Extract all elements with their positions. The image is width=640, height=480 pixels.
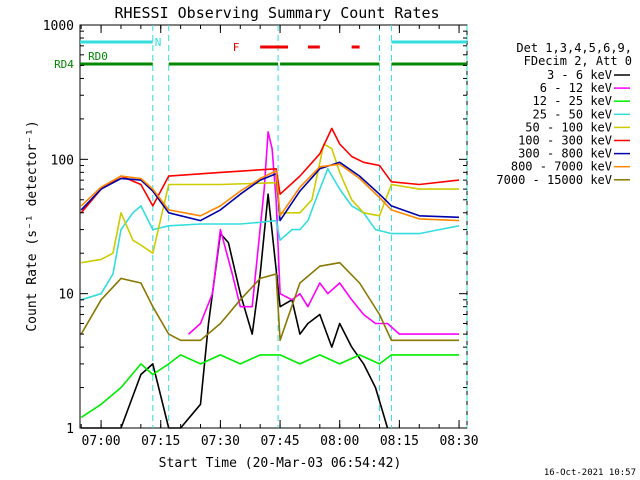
series-line-4 — [81, 143, 459, 264]
flag-label-rd0: RD0 — [88, 50, 108, 63]
flag-label-n: N — [155, 36, 162, 49]
x-tick-label: 08:30 — [439, 434, 478, 449]
legend-label: 25 - 50 keV — [533, 107, 612, 121]
legend-label: 6 - 12 keV — [540, 81, 612, 95]
legend-label: 12 - 25 keV — [533, 94, 612, 108]
chart-title: RHESSI Observing Summary Count Rates — [114, 4, 439, 22]
timestamp: 16-Oct-2021 10:57 — [544, 468, 636, 478]
y-tick-label: 1000 — [43, 19, 74, 34]
x-axis: 07:00 07:15 07:30 07:45 08:00 08:15 08:30 — [80, 25, 479, 449]
x-tick-label: 08:15 — [380, 434, 419, 449]
y-axis-label: Count Rate (s⁻¹ detector⁻¹) — [25, 120, 40, 331]
x-tick-label: 07:30 — [201, 434, 240, 449]
series-line-3 — [80, 168, 460, 301]
legend: Det 1,3,4,5,6,9, FDecim 2, Att 0 3 - 6 k… — [496, 41, 632, 187]
y-tick-label: 10 — [58, 288, 74, 303]
series-line-7 — [80, 163, 460, 222]
x-tick-label: 08:00 — [320, 434, 359, 449]
series-line-6 — [80, 161, 460, 222]
series-lines — [80, 127, 460, 429]
legend-label: 100 - 300 keV — [518, 134, 612, 148]
y-axis: 1 10 100 1000 RD4 — [43, 19, 467, 437]
series-line-2 — [80, 354, 459, 419]
flag-bars: N F RD0 — [80, 36, 467, 66]
series-line-0 — [81, 193, 389, 429]
legend-label: 300 - 800 keV — [518, 147, 612, 161]
legend-label: 800 - 7000 keV — [511, 160, 612, 174]
y-tick-label: 1 — [66, 422, 74, 437]
flag-label-rd4: RD4 — [54, 58, 74, 71]
legend-label: 50 - 100 keV — [525, 120, 612, 134]
legend-title-line-1: Det 1,3,4,5,6,9, — [516, 41, 632, 55]
x-tick-label: 07:45 — [260, 434, 299, 449]
legend-label: 3 - 6 keV — [547, 68, 612, 82]
flag-label-f: F — [233, 41, 240, 54]
legend-label: 7000 - 15000 keV — [496, 173, 612, 187]
legend-title-line-2: FDecim 2, Att 0 — [524, 54, 632, 68]
y-tick-label: 100 — [51, 153, 74, 168]
series-line-8 — [80, 261, 459, 342]
x-tick-label: 07:15 — [141, 434, 180, 449]
x-axis-label: Start Time (20-Mar-03 06:54:42) — [159, 456, 402, 471]
series-line-5 — [80, 127, 460, 214]
x-tick-label: 07:00 — [82, 434, 121, 449]
plot-area: N F RD0 — [79, 24, 468, 429]
